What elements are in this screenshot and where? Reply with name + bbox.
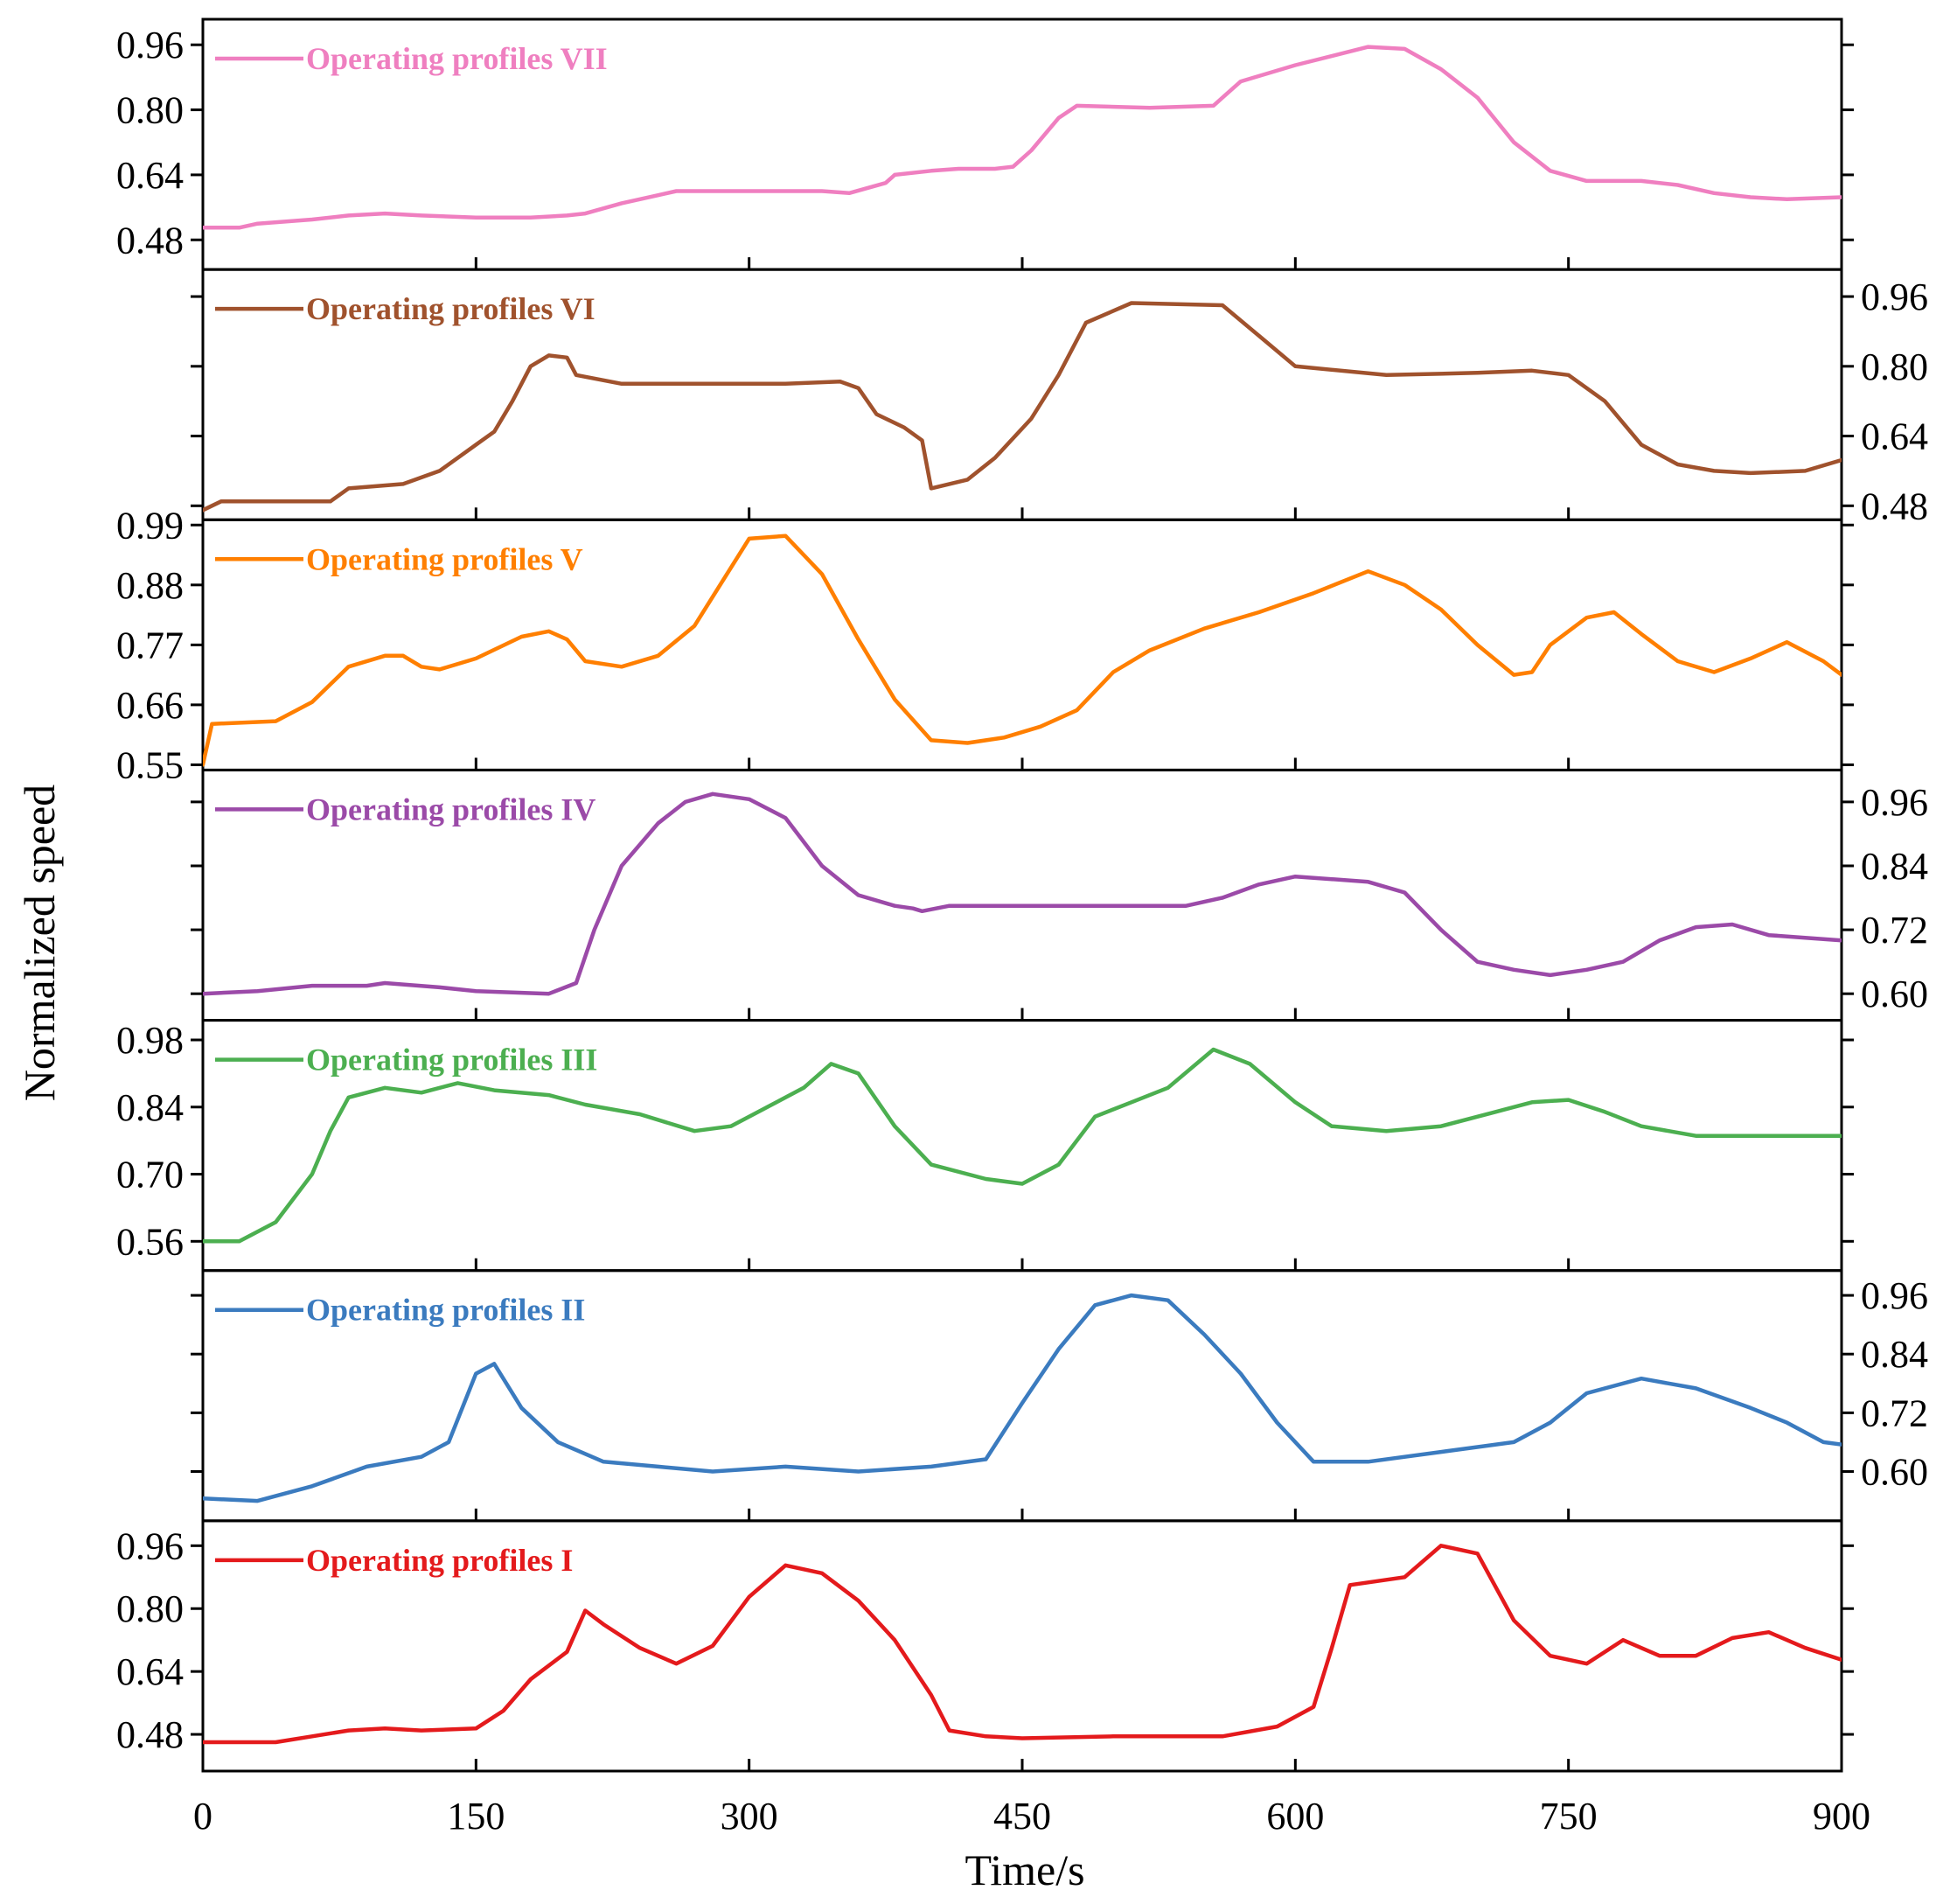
series-line-1 [203, 45, 1842, 230]
x-tick-label: 150 [447, 1795, 505, 1838]
y-tick-label: 0.60 [1861, 973, 1928, 1015]
legend-label: Operating profiles VII [306, 41, 608, 76]
x-tick-label: 750 [1540, 1795, 1598, 1838]
y-tick-label: 0.96 [1861, 275, 1928, 318]
y-tick-label: 0.60 [1861, 1451, 1928, 1494]
series-line-4 [203, 792, 1842, 996]
y-tick-label: 0.99 [116, 504, 184, 547]
y-tick-label: 0.72 [1861, 909, 1928, 952]
y-tick-label: 0.96 [1861, 1274, 1928, 1317]
series-line-5 [203, 1047, 1842, 1244]
y-tick-label: 0.96 [116, 24, 184, 66]
y-tick-label: 0.56 [116, 1220, 184, 1263]
y-tick-label: 0.84 [116, 1086, 184, 1129]
x-axis: 0 150 300 450 600 750 900 [193, 1795, 1870, 1838]
y-tick-label: 0.48 [116, 1713, 184, 1756]
y-tick-label: 0.84 [1861, 845, 1928, 888]
y-tick-label: 0.64 [116, 1650, 184, 1693]
x-tick-label: 0 [193, 1795, 212, 1838]
series-line-3 [203, 534, 1842, 767]
panel-1: 0.48 0.64 0.80 0.96 Operating profiles VII [116, 17, 1854, 271]
panel-4: 0.60 0.72 0.84 0.96 Operating profiles IV [191, 768, 1928, 1022]
x-axis-title: Time/s [965, 1845, 1084, 1894]
panel-6: 0.60 0.72 0.84 0.96 Operating profiles II [191, 1269, 1928, 1523]
y-tick-label: 0.66 [116, 684, 184, 727]
y-tick-label: 0.64 [116, 154, 184, 197]
y-tick-label: 0.80 [116, 1587, 184, 1630]
y-tick-label: 0.80 [1861, 345, 1928, 388]
y-tick-label: 0.64 [1861, 415, 1928, 458]
y-tick-label: 0.88 [116, 564, 184, 607]
panel-7: 0.48 0.64 0.80 0.96 Operating profiles I [116, 1519, 1854, 1773]
y-tick-label: 0.72 [1861, 1391, 1928, 1434]
series-line-2 [203, 301, 1842, 513]
y-tick-label: 0.80 [116, 89, 184, 132]
y-tick-label: 0.48 [116, 219, 184, 262]
legend-label: Operating profiles IV [306, 792, 595, 826]
y-axis-title: Normalized speed [15, 785, 64, 1101]
x-tick-label: 900 [1813, 1795, 1870, 1838]
x-tick-label: 300 [721, 1795, 778, 1838]
legend-label: Operating profiles I [306, 1543, 573, 1578]
y-tick-label: 0.96 [1861, 781, 1928, 824]
y-tick-label: 0.84 [1861, 1333, 1928, 1376]
panel-2: 0.48 0.64 0.80 0.96 Operating profiles VI [191, 268, 1928, 527]
legend-label: Operating profiles III [306, 1043, 597, 1078]
y-tick-label: 0.55 [116, 743, 184, 786]
y-tick-label: 0.98 [116, 1019, 184, 1062]
legend-label: Operating profiles V [306, 541, 583, 576]
y-tick-label: 0.77 [116, 624, 184, 666]
legend-label: Operating profiles VI [306, 291, 595, 326]
series-line-6 [203, 1293, 1842, 1503]
legend-label: Operating profiles II [306, 1293, 585, 1328]
panel-5: 0.56 0.70 0.84 0.98 Operating profiles III [116, 1019, 1854, 1273]
panels-layer: 0.480.640.800.96 Operating profiles VII0.… [116, 17, 1928, 1773]
y-tick-label: 0.48 [1861, 485, 1928, 527]
x-tick-label: 600 [1266, 1795, 1324, 1838]
series-line-7 [203, 1544, 1842, 1745]
y-tick-label: 0.96 [116, 1524, 184, 1567]
x-tick-label: 450 [993, 1795, 1051, 1838]
y-tick-label: 0.70 [116, 1154, 184, 1196]
panel-3: 0.55 0.66 0.77 0.88 0.99 Operating profiles V [116, 504, 1854, 786]
